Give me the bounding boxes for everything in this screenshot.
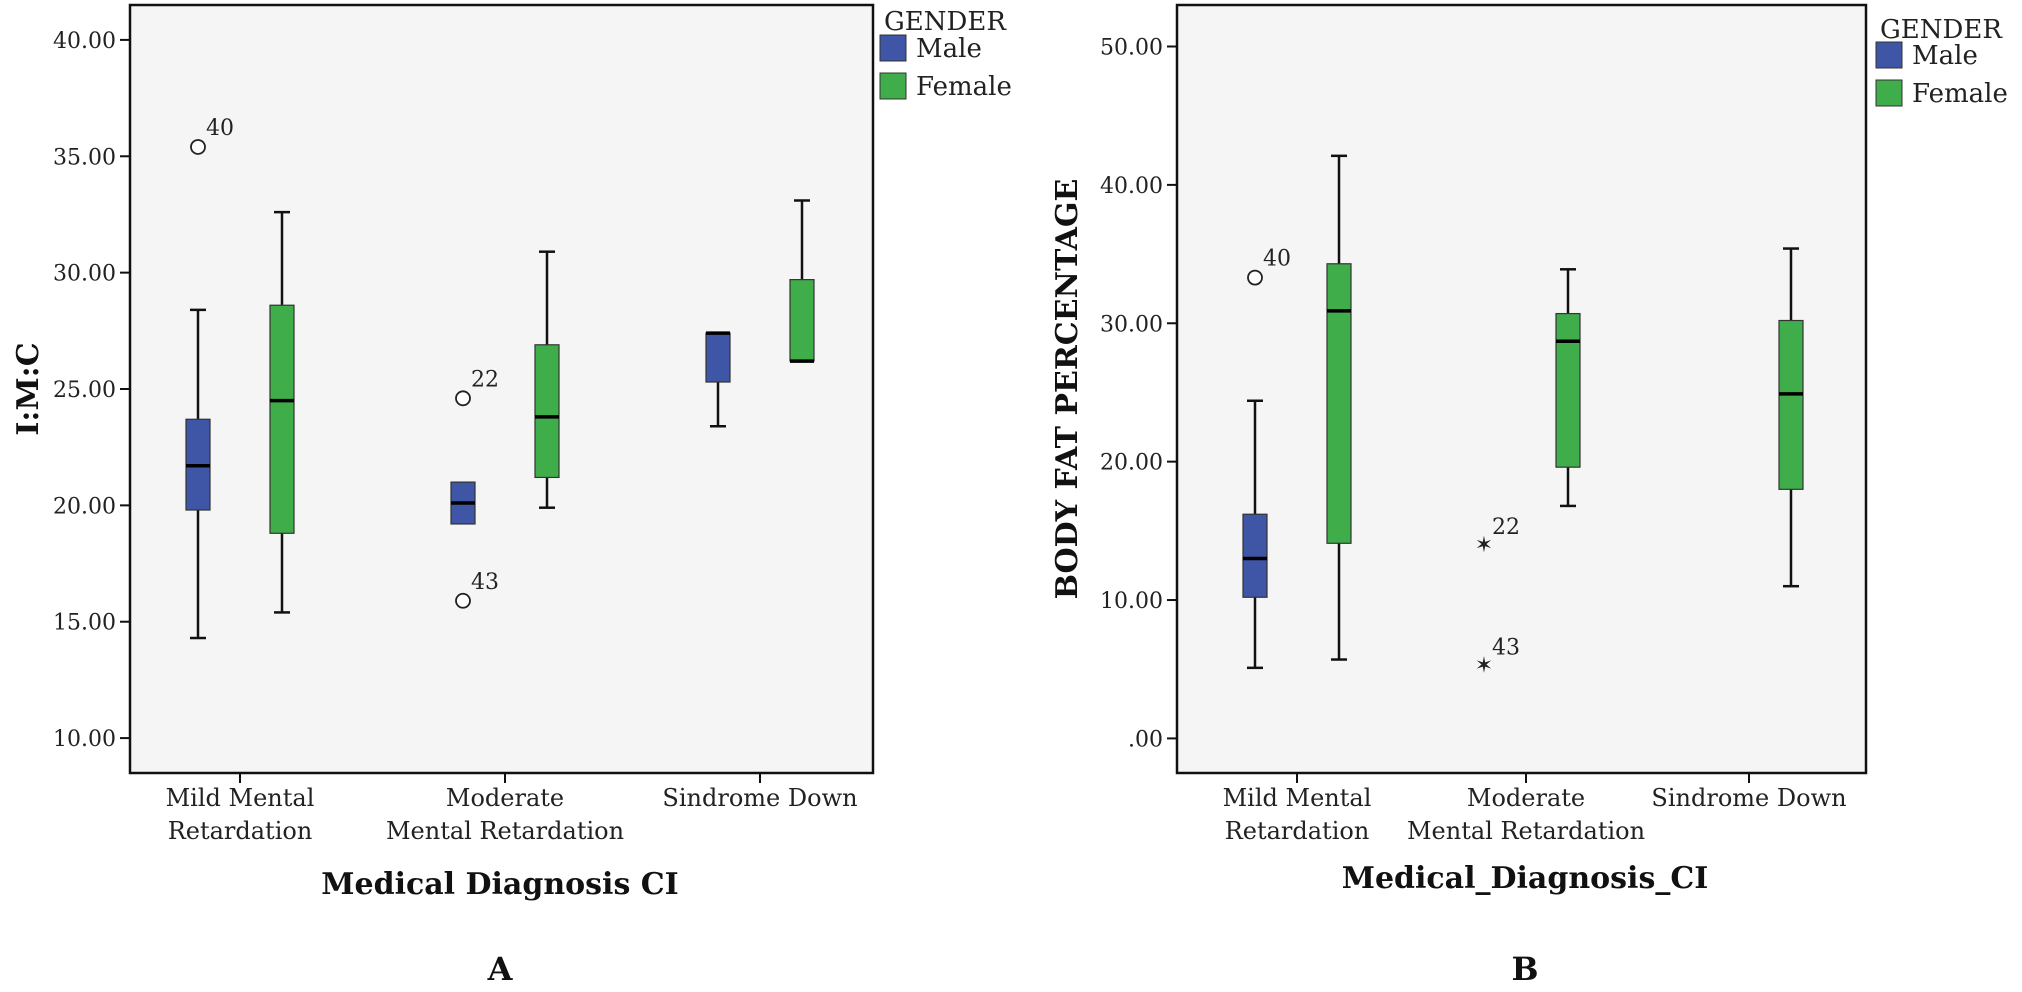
y-tick-label: 20.00 — [1100, 451, 1163, 476]
y-tick-label: 30.00 — [1100, 312, 1163, 337]
y-tick-label: 40.00 — [1100, 174, 1163, 199]
x-category-label: Mental Retardation — [386, 817, 624, 845]
box-female — [1778, 247, 1804, 588]
x-category-label: Retardation — [1225, 817, 1370, 845]
box-female — [789, 199, 815, 363]
y-tick-label: 35.00 — [53, 145, 116, 170]
outlier-label: 40 — [206, 116, 234, 141]
legend-swatch-male — [1875, 41, 1903, 69]
y-tick-label: 30.00 — [53, 262, 116, 287]
legend-swatch-male — [879, 34, 907, 62]
chart-panel-A: 10.00 15.00 20.00 25.00 30.00 35.00 40.00 Mild … — [11, 3, 1012, 988]
box-female — [1555, 268, 1581, 508]
legend-label-male: Male — [1912, 41, 1978, 71]
outlier-label: 40 — [1263, 247, 1291, 272]
y-tick-label: 50.00 — [1100, 36, 1163, 61]
y-tick-label: .00 — [1128, 727, 1163, 752]
y-axis-title: I:M:C — [11, 342, 46, 435]
box-male — [705, 331, 731, 428]
box-male — [185, 308, 211, 640]
x-category-label: Sindrome Down — [1651, 784, 1846, 812]
box-rect — [789, 279, 815, 362]
legend-title: GENDER — [884, 7, 1007, 37]
y-tick-label: 10.00 — [53, 727, 116, 752]
x-category-label: Mild Mental — [166, 784, 315, 812]
x-axis-title: Medical_Diagnosis_CI — [1342, 861, 1709, 896]
panel-label: A — [487, 950, 514, 988]
x-category-label: Sindrome Down — [662, 784, 857, 812]
x-category-label: Retardation — [168, 817, 313, 845]
outlier-label: 22 — [1492, 515, 1520, 540]
legend-swatch-female — [879, 72, 907, 100]
outlier-marker — [190, 139, 206, 155]
legend-label-female: Female — [916, 72, 1012, 102]
box-female — [269, 210, 295, 614]
x-category-label: Moderate — [446, 784, 564, 812]
y-tick-label: 10.00 — [1100, 589, 1163, 614]
legend-title: GENDER — [1880, 15, 2003, 45]
y-tick-label: 40.00 — [53, 29, 116, 54]
y-tick-label: 25.00 — [53, 378, 116, 403]
outlier-label: 22 — [471, 367, 499, 392]
box-male — [450, 481, 476, 525]
box-rect — [1242, 513, 1268, 598]
plot-area — [1175, 3, 1868, 775]
box-rect — [269, 304, 295, 534]
y-tick-label: 20.00 — [53, 494, 116, 519]
extreme-outlier-marker: ✶ — [1475, 653, 1493, 678]
box-female — [1326, 154, 1352, 661]
legend-label-male: Male — [916, 34, 982, 64]
outlier-marker — [1247, 269, 1263, 286]
outlier-label: 43 — [1492, 635, 1520, 660]
y-axis-title: BODY FAT PERCENTAGE — [1050, 179, 1085, 600]
legend-label-female: Female — [1912, 79, 2008, 109]
x-category-label: Mental Retardation — [1407, 817, 1645, 845]
box-female — [534, 250, 560, 509]
outlier-marker — [455, 592, 471, 609]
legend-swatch-female — [1875, 79, 1903, 107]
extreme-outlier-marker: ✶ — [1475, 533, 1493, 558]
plot-area — [128, 3, 875, 775]
panel-label: B — [1511, 950, 1538, 988]
box-male — [1242, 399, 1268, 670]
box-rect — [1778, 319, 1804, 490]
box-rect — [1555, 312, 1581, 468]
box-rect — [1326, 263, 1352, 544]
x-category-label: Moderate — [1467, 784, 1585, 812]
x-axis-title: Medical Diagnosis CI — [321, 867, 678, 902]
outlier-marker — [455, 390, 471, 407]
y-tick-label: 15.00 — [53, 611, 116, 636]
box-rect — [534, 344, 560, 479]
outlier-label: 43 — [471, 570, 499, 595]
x-category-label: Mild Mental — [1223, 784, 1372, 812]
chart-panel-B: .00 10.00 20.00 30.00 40.00 50.00 Mild Mental R… — [1050, 3, 2008, 988]
box-rect — [705, 332, 731, 383]
